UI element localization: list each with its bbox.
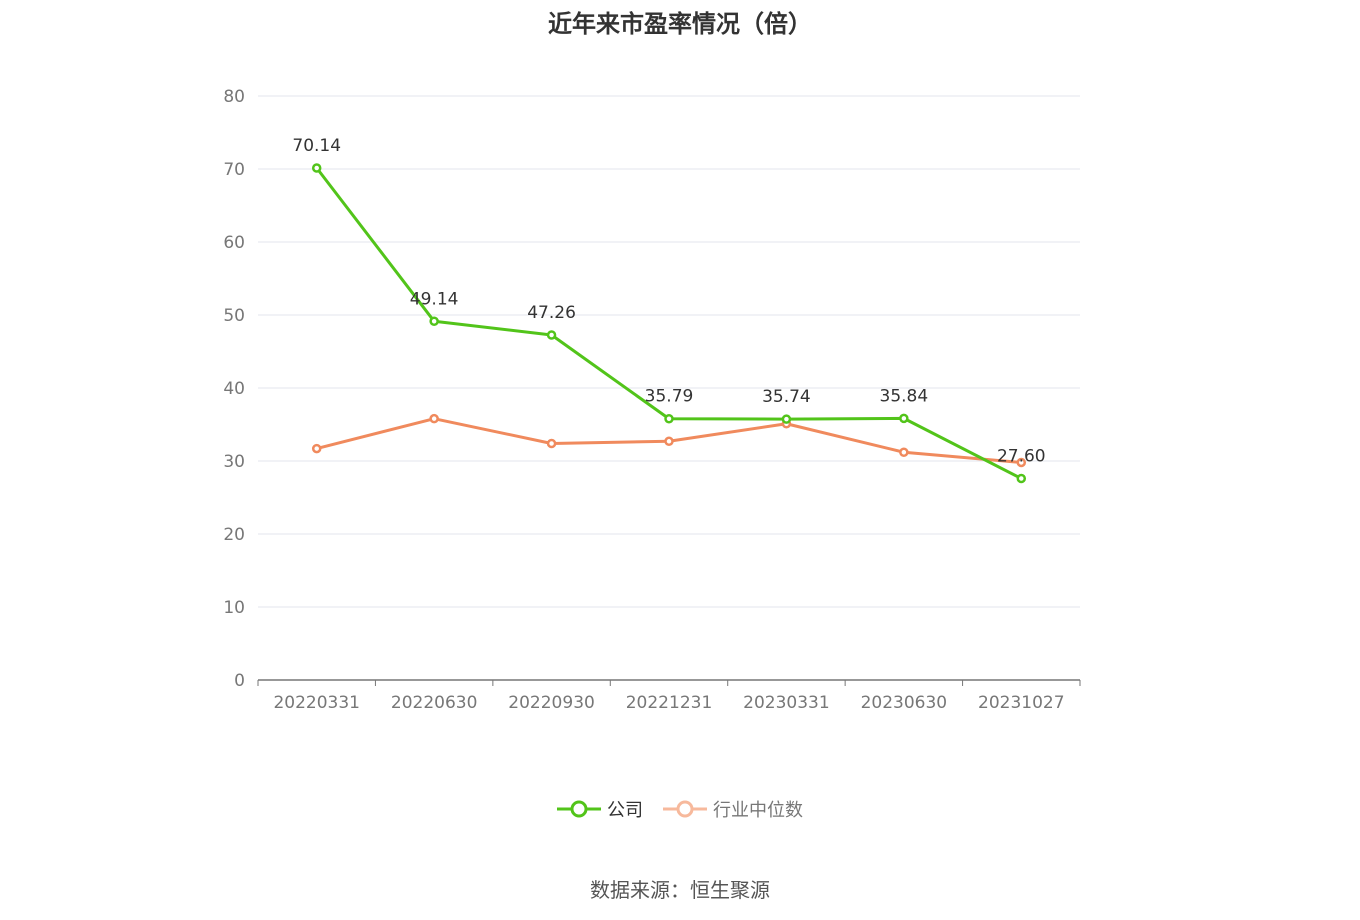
- x-tick-label: 20230630: [861, 693, 948, 713]
- y-tick-label: 50: [223, 306, 245, 326]
- series-lines: [315, 167, 1022, 480]
- y-tick-label: 30: [223, 452, 245, 472]
- y-tick-label: 40: [223, 379, 245, 399]
- series-line: [315, 167, 1022, 480]
- data-point: [546, 330, 557, 340]
- data-label: 27.60: [997, 447, 1046, 467]
- series-points: [311, 163, 1027, 484]
- y-tick-label: 60: [223, 233, 245, 253]
- x-tick-label: 20231027: [978, 693, 1065, 713]
- data-label: 47.26: [527, 303, 576, 323]
- y-tick-label: 20: [223, 525, 245, 545]
- data-source: 数据来源：恒生聚源: [590, 878, 770, 902]
- x-tick-label: 20220630: [391, 693, 478, 713]
- data-point: [1016, 473, 1027, 484]
- x-axis-tick-labels: 20220331 20220630 20220930 20221231 20230331…: [273, 693, 1064, 713]
- data-label: 70.14: [292, 136, 341, 156]
- data-point: [1016, 457, 1027, 468]
- legend-item-company[interactable]: 公司: [557, 796, 643, 822]
- data-point: [546, 438, 557, 449]
- chart-title: 近年来市盈率情况（倍）: [548, 10, 812, 38]
- y-tick-label: 10: [223, 598, 245, 618]
- data-point: [311, 163, 322, 173]
- data-label: 49.14: [410, 289, 459, 309]
- legend: 公司 行业中位数: [0, 796, 1360, 822]
- data-point: [429, 316, 439, 327]
- y-tick-label: 70: [223, 160, 245, 180]
- data-labels: 70.14 49.14 47.26 35.79 35.74 35.84 27.60: [292, 136, 1045, 467]
- data-point: [664, 413, 674, 424]
- x-tick-label: 20220331: [273, 693, 360, 713]
- legend-label-industry: 行业中位数: [713, 800, 803, 821]
- legend-label-company: 公司: [607, 800, 643, 821]
- x-tick-label: 20230331: [743, 693, 830, 713]
- data-label: 35.79: [645, 387, 694, 407]
- data-point: [899, 447, 909, 457]
- y-tick-label: 80: [223, 87, 245, 107]
- data-point: [311, 443, 322, 454]
- legend-item-industry[interactable]: 行业中位数: [663, 796, 803, 822]
- x-tick-label: 20221231: [626, 693, 713, 713]
- data-label: 35.84: [880, 386, 929, 406]
- x-tick-label: 20220930: [508, 693, 595, 713]
- x-axis: [257, 679, 1081, 686]
- legend-swatch-industry: [663, 800, 707, 818]
- data-point: [781, 414, 792, 424]
- data-point: [429, 413, 439, 424]
- y-axis-tick-labels: 0 10 20 30 40 50 60 70 80: [223, 87, 245, 691]
- legend-swatch-company: [557, 800, 601, 818]
- data-point: [899, 413, 909, 424]
- grid-lines: [258, 95, 1080, 608]
- data-label: 35.74: [762, 387, 811, 407]
- data-point: [664, 436, 674, 447]
- y-tick-label: 0: [234, 671, 245, 691]
